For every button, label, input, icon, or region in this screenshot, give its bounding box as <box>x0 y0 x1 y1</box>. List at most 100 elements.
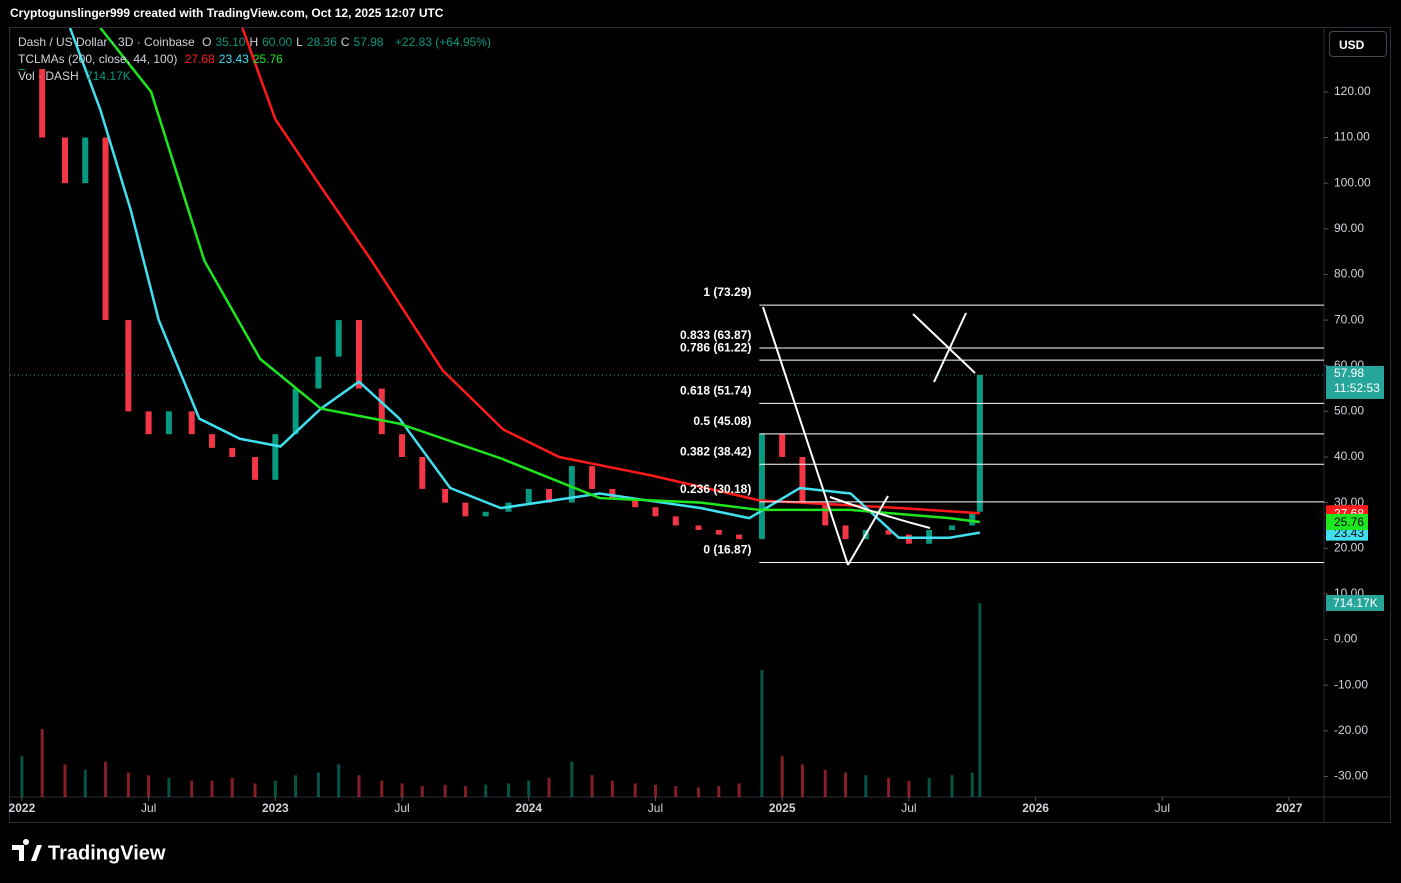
volume-bar <box>83 769 87 797</box>
volume-tag <box>1326 595 1384 611</box>
header: Cryptogunslinger999 created with Trading… <box>10 6 444 20</box>
candle <box>715 530 722 535</box>
volume-bar <box>590 775 594 797</box>
fib-label: 0 (16.87) <box>703 543 751 557</box>
ohlc-value: 35.10 <box>215 35 246 49</box>
x-tick-label: 2027 <box>1276 801 1303 815</box>
ohlc-key: C <box>340 35 350 49</box>
y-tick-label: 50.00 <box>1334 404 1364 418</box>
volume-bar <box>610 780 614 797</box>
moving-average <box>68 28 981 540</box>
volume-bar <box>570 761 574 797</box>
currency-button[interactable]: USD <box>1329 31 1387 57</box>
candle <box>779 434 786 457</box>
legend-indicator: TCLMAs (200, close, 44, 100) 27.68 23.43 2… <box>18 52 291 66</box>
indicator-value: 23.43 <box>218 52 249 66</box>
ohlc: O 35.10 H 60.00 L 28.36 C 57.98 <box>202 35 388 49</box>
fib-label: 1 (73.29) <box>703 285 751 299</box>
y-tick-label: -10.00 <box>1334 677 1368 691</box>
volume-bar <box>823 769 827 797</box>
candle <box>272 434 279 480</box>
x-tick-label: 2026 <box>1022 801 1049 815</box>
y-tick-label: 20.00 <box>1334 540 1364 554</box>
x-tick-label: 2022 <box>9 801 36 815</box>
volume-bar <box>63 764 67 797</box>
volume-bar <box>104 761 108 797</box>
candle <box>61 137 68 184</box>
fib-label: 0.382 (38.42) <box>680 444 751 458</box>
y-tick-label: 90.00 <box>1334 221 1364 235</box>
ma-tag-label: 25.76 <box>1334 515 1364 529</box>
candle <box>969 511 976 526</box>
candle <box>799 456 806 503</box>
y-tick-label: 120.00 <box>1334 84 1371 98</box>
volume-bar <box>273 780 277 797</box>
volume-bar <box>737 783 741 797</box>
volume-bar <box>844 772 848 797</box>
candle <box>462 502 469 517</box>
volume-bar <box>357 775 361 797</box>
candle <box>525 488 532 503</box>
candle <box>229 447 236 457</box>
moving-average <box>99 28 981 524</box>
x-tick-label: Jul <box>141 801 156 815</box>
volume-bar <box>950 775 954 797</box>
brand-logo: TradingView <box>12 839 166 864</box>
candle <box>589 466 596 489</box>
y-tick-label: 100.00 <box>1334 175 1371 189</box>
ohlc-value: 60.00 <box>262 35 293 49</box>
volume-bar <box>126 772 130 797</box>
volume-bar <box>653 784 657 797</box>
volume-bar <box>443 784 447 797</box>
moving-average <box>241 28 980 515</box>
candle <box>378 388 385 435</box>
volume-bar <box>760 670 764 797</box>
ma-tag <box>1326 513 1368 530</box>
candle <box>165 411 172 435</box>
candle <box>335 320 342 357</box>
volume-bar <box>463 786 467 797</box>
candle <box>822 502 829 526</box>
volume-bar <box>527 780 531 797</box>
candle <box>252 456 259 480</box>
volume-tag-label: 714.17K <box>1333 596 1378 610</box>
x-tick-label: Jul <box>648 801 663 815</box>
candle <box>948 525 955 531</box>
candle <box>292 388 299 435</box>
indicator-value: 25.76 <box>252 52 283 66</box>
ohlc-value: 57.98 <box>353 35 384 49</box>
candle <box>482 511 489 517</box>
legend-symbol: Dash / US Dollar · 3D · Coinbase O 35.10 H… <box>18 35 495 49</box>
volume-bar <box>978 603 982 797</box>
ohlc-key: L <box>296 35 303 49</box>
candle <box>736 534 743 540</box>
candle <box>632 498 639 508</box>
candle <box>546 488 553 503</box>
y-tick-label: 40.00 <box>1334 449 1364 463</box>
candle <box>758 434 765 540</box>
candle <box>208 434 215 448</box>
candle <box>18 69 25 71</box>
indicator-value: 27.68 <box>184 52 215 66</box>
brand: TradingView <box>48 842 166 864</box>
volume-bar <box>547 777 551 797</box>
x-tick-label: Jul <box>901 801 916 815</box>
fib-label: 0.833 (63.87) <box>680 328 751 342</box>
plot <box>10 28 1324 797</box>
candle <box>102 137 109 321</box>
candle <box>976 374 983 512</box>
volume-bar <box>20 756 24 797</box>
axes: 120.00110.00100.0090.0080.0070.0060.0050… <box>9 84 1384 815</box>
volume-bar <box>167 777 171 797</box>
volume-bar <box>674 786 678 797</box>
candle <box>419 456 426 489</box>
volume-bar <box>887 777 891 797</box>
candle <box>399 434 406 457</box>
y-tick-label: 110.00 <box>1334 130 1370 144</box>
fib-label: 0.5 (45.08) <box>693 414 751 428</box>
volume-bar <box>190 780 194 797</box>
candle <box>652 507 659 517</box>
x-tick-label: Jul <box>1155 801 1170 815</box>
candle <box>842 525 849 540</box>
y-tick-label: 0.00 <box>1334 632 1358 646</box>
